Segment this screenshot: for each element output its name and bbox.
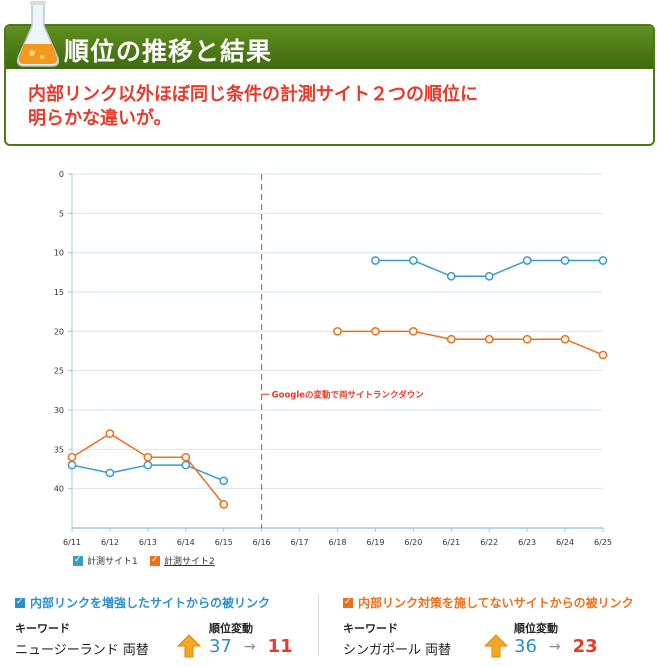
panel-divider xyxy=(318,594,319,656)
series-1-point xyxy=(484,271,494,281)
series-2-point xyxy=(598,350,608,360)
x-tick-label: 6/17 xyxy=(291,538,309,547)
series-2-point xyxy=(371,326,380,336)
panel-with-internal-links: 内部リンクを増強したサイトからの被リンク キーワード ニュージーランド 両替 順… xyxy=(15,594,325,664)
legend-site1-label: 計測サイト1 xyxy=(87,557,138,567)
panel-right-title: 内部リンク対策を施してないサイトからの被リンク xyxy=(343,594,653,611)
y-tick-label: 30 xyxy=(54,406,64,415)
x-tick-label: 6/15 xyxy=(215,538,233,547)
series-1-point xyxy=(143,460,153,470)
panel-right-rank-to: 23 xyxy=(572,636,598,657)
annotation-label: Googleの変動で両サイトランクダウン xyxy=(272,389,425,400)
chart-background xyxy=(40,160,620,550)
up-arrow-icon xyxy=(177,634,201,658)
series-1-point xyxy=(522,256,532,265)
series-1-point xyxy=(105,468,115,478)
x-tick-label: 6/14 xyxy=(177,538,195,547)
panel-right-check-icon xyxy=(343,597,353,608)
series-1-point xyxy=(560,256,570,265)
panel-left-title: 内部リンクを増強したサイトからの被リンク xyxy=(15,594,325,611)
series-1-point xyxy=(409,256,418,265)
banner-subtitle-line2: 明らかな違いが。 xyxy=(28,108,172,129)
series-1-point xyxy=(181,460,191,470)
series-2-point xyxy=(484,334,494,344)
x-tick-label: 6/23 xyxy=(518,538,536,547)
series-2-point xyxy=(143,452,153,462)
panel-left-rank-arrow: → xyxy=(243,638,256,655)
panel-right-rank-from: 36 xyxy=(514,636,537,657)
legend-site1-checkbox[interactable] xyxy=(73,555,83,566)
title-banner: 順位の推移と結果 内部リンク以外ほぼ同じ条件の計測サイト２つの順位に 明らかな違… xyxy=(4,24,655,146)
panel-left-rank-to: 11 xyxy=(267,636,293,657)
x-tick-label: 6/22 xyxy=(480,538,498,547)
series-2-point xyxy=(181,452,191,462)
panel-without-internal-links: 内部リンク対策を施してないサイトからの被リンク キーワード シンガポール 両替 … xyxy=(343,594,653,664)
banner-subtitle-line1: 内部リンク以外ほぼ同じ条件の計測サイト２つの順位に xyxy=(28,84,478,105)
panel-left-check-icon xyxy=(15,597,25,608)
series-2-point xyxy=(333,326,342,336)
panel-right-title-text: 内部リンク対策を施してないサイトからの被リンク xyxy=(358,596,634,610)
series-2-point xyxy=(409,326,418,336)
banner-title: 順位の推移と結果 xyxy=(64,37,273,66)
legend-site2[interactable]: 計測サイト2 xyxy=(150,554,215,567)
x-tick-label: 6/18 xyxy=(329,538,347,547)
series-2-point xyxy=(67,452,77,462)
legend-site2-label: 計測サイト2 xyxy=(164,557,215,567)
series-2-point xyxy=(560,334,570,344)
series-2-point xyxy=(522,334,532,344)
y-tick-label: 35 xyxy=(54,445,64,454)
x-tick-label: 6/19 xyxy=(366,538,384,547)
series-2-point xyxy=(219,500,229,509)
panel-left-rank-from: 37 xyxy=(209,636,232,657)
x-tick-label: 6/24 xyxy=(556,538,574,547)
series-2-point xyxy=(446,334,456,344)
series-1-point xyxy=(219,476,229,486)
x-tick-label: 6/13 xyxy=(139,538,157,547)
panel-right-rank-change: 36 → 23 xyxy=(514,636,598,657)
series-2-line xyxy=(337,330,604,356)
series-1-point xyxy=(371,256,380,265)
x-tick-label: 6/20 xyxy=(404,538,422,547)
panel-left-keyword-value: ニュージーランド 両替 xyxy=(15,643,149,658)
panel-right-keyword-value: シンガポール 両替 xyxy=(343,643,452,658)
panel-right-rank-label: 順位変動 xyxy=(514,622,558,635)
y-tick-label: 25 xyxy=(54,367,64,376)
y-tick-label: 10 xyxy=(54,249,64,258)
banner-subtitle: 内部リンク以外ほぼ同じ条件の計測サイト２つの順位に 明らかな違いが。 xyxy=(6,69,653,131)
series-1-point xyxy=(446,271,456,281)
y-tick-label: 40 xyxy=(54,485,64,494)
panel-right-keyword-label: キーワード xyxy=(343,622,398,635)
legend-site1[interactable]: 計測サイト1 xyxy=(73,554,138,567)
panel-left-title-text: 内部リンクを増強したサイトからの被リンク xyxy=(30,596,271,610)
panel-right-rank-arrow: → xyxy=(548,638,561,655)
x-tick-label: 6/21 xyxy=(442,538,460,547)
legend-site2-checkbox[interactable] xyxy=(150,555,160,566)
x-tick-label: 6/12 xyxy=(101,538,119,547)
banner-header: 順位の推移と結果 xyxy=(6,26,653,69)
y-tick-label: 0 xyxy=(59,170,64,179)
up-arrow-icon xyxy=(484,634,508,658)
series-2-point xyxy=(105,429,115,438)
x-tick-label: 6/25 xyxy=(594,538,612,547)
y-tick-label: 20 xyxy=(54,327,64,336)
series-1-point xyxy=(598,256,608,265)
y-tick-label: 5 xyxy=(59,209,64,218)
panel-left-keyword-label: キーワード xyxy=(15,622,70,635)
flask-icon xyxy=(16,1,60,67)
x-tick-label: 6/16 xyxy=(253,538,271,547)
rank-line-chart: 0 5 10 15 20 25 30 35 40 6/11 6/12 6/13 6/14 6/15 6/16… xyxy=(40,160,620,550)
y-tick-label: 15 xyxy=(54,288,64,297)
series-1-point xyxy=(67,460,77,470)
x-tick-label: 6/11 xyxy=(63,538,81,547)
panel-left-rank-change: 37 → 11 xyxy=(209,636,293,657)
panel-left-rank-label: 順位変動 xyxy=(209,622,253,635)
